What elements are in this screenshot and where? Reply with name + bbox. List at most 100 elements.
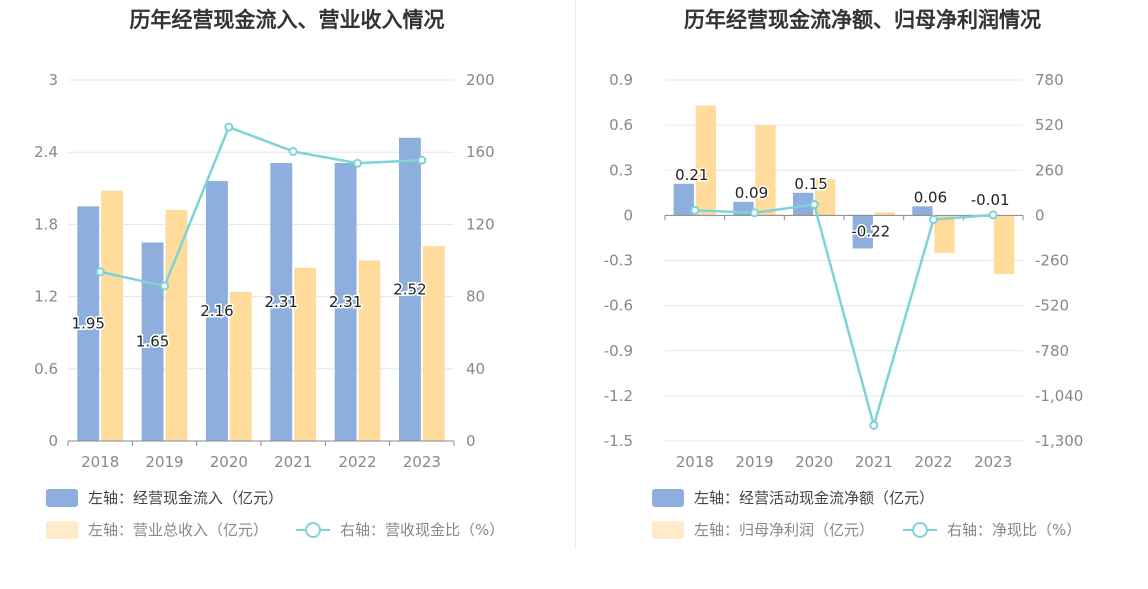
right-x-tick-label: 2021 <box>855 453 893 471</box>
left-y-right-tick-label: 0 <box>466 432 476 450</box>
left-x-tick-label: 2018 <box>81 453 119 471</box>
left-legend-bar1-swatch <box>46 488 78 507</box>
left-data-label: 1.65 <box>136 333 169 351</box>
left-y-left-tick-label: 1.8 <box>34 215 58 233</box>
left-bar-series1 <box>398 137 421 441</box>
left-line-point <box>353 158 362 168</box>
right-y-right-tick-label: -1,300 <box>1035 432 1083 450</box>
left-bar-series2 <box>294 267 317 441</box>
right-y-left-tick-label: 0.3 <box>609 161 633 179</box>
left-line-point <box>288 146 298 156</box>
left-x-tick-label: 2021 <box>274 453 312 471</box>
left-bar-series2 <box>422 246 445 441</box>
left-bar-series2 <box>101 190 124 441</box>
right-x-tick-label: 2023 <box>974 453 1012 471</box>
left-line-series <box>99 125 422 288</box>
right-y-left-tick-label: 0.9 <box>609 71 633 89</box>
right-data-label: 0.21 <box>675 166 708 184</box>
right-legend-bar2-swatch <box>652 520 684 539</box>
right-x-tick-label: 2018 <box>676 453 714 471</box>
right-data-label: -0.01 <box>971 191 1010 209</box>
left-y-right-tick-label: 80 <box>466 288 485 306</box>
left-y-right-tick-label: 160 <box>466 143 495 161</box>
right-bar-series2 <box>695 105 717 216</box>
right-y-right-tick-label: 520 <box>1035 116 1064 134</box>
right-legend-line-icon <box>903 521 937 539</box>
left-data-label: 2.52 <box>393 280 426 298</box>
left-y-left-tick-label: 0.6 <box>34 360 58 378</box>
right-y-right-tick-label: -260 <box>1035 252 1069 270</box>
right-bar-series2 <box>755 125 776 216</box>
left-y-left-tick-label: 3 <box>48 71 58 89</box>
left-legend-bar2-label: 左轴：营业总收入（亿元） <box>88 521 269 539</box>
right-line-point <box>750 208 759 218</box>
right-y-left-tick-label: 0.6 <box>609 116 633 134</box>
left-y-left-tick-label: 2.4 <box>34 143 58 161</box>
right-chart-plot: -1.5 -1,300 -1.2 -1,040 -0.9 -780 -0.6 -520 -0.3… <box>604 71 1084 471</box>
right-y-left-tick-label: -0.9 <box>604 342 633 360</box>
right-y-right-tick-label: -1,040 <box>1035 387 1083 405</box>
left-bar-series1 <box>141 242 164 441</box>
right-data-label: -0.22 <box>851 222 890 240</box>
right-bar-series1 <box>792 192 814 216</box>
right-line-point <box>869 420 879 430</box>
right-y-right-tick-label: 0 <box>1035 206 1045 224</box>
left-legend-line[interactable]: 右轴：营收现金比（%） <box>296 519 504 540</box>
right-chart-title: 历年经营现金流净额、归母净利润情况 <box>684 8 1041 32</box>
left-chart-title: 历年经营现金流入、营业收入情况 <box>129 8 445 32</box>
right-y-right-tick-label: 780 <box>1035 71 1064 89</box>
left-line-point <box>160 281 169 291</box>
right-bar-series1 <box>673 183 694 216</box>
right-line-point <box>988 210 998 220</box>
right-y-left-tick-label: -0.3 <box>604 252 633 270</box>
left-y-left-tick-label: 0 <box>48 432 58 450</box>
left-data-label: 2.31 <box>329 293 362 311</box>
left-data-label: 2.31 <box>265 293 298 311</box>
right-y-right-tick-label: -520 <box>1035 297 1069 315</box>
left-line-point <box>95 267 105 277</box>
left-y-left-tick-label: 1.2 <box>34 288 58 306</box>
right-legend-line-label: 右轴：净现比（%） <box>947 521 1082 539</box>
right-bar-series1 <box>912 206 933 216</box>
left-bar-series1 <box>334 163 357 441</box>
panel-divider <box>575 0 576 548</box>
right-line-series <box>694 203 994 431</box>
left-y-right-tick-label: 40 <box>466 360 485 378</box>
right-y-right-tick-label: 260 <box>1035 161 1064 179</box>
right-x-tick-label: 2022 <box>914 453 952 471</box>
right-bar-series2 <box>994 215 1015 275</box>
right-x-tick-label: 2019 <box>735 453 773 471</box>
left-line-point <box>224 122 234 132</box>
right-y-left-tick-label: -0.6 <box>604 297 633 315</box>
right-y-left-tick-label: -1.2 <box>604 387 633 405</box>
left-bar-series2 <box>229 291 252 441</box>
right-legend-line[interactable]: 右轴：净现比（%） <box>903 519 1081 540</box>
left-legend-bar2-swatch <box>46 520 78 539</box>
right-data-label: 0.09 <box>735 184 768 202</box>
left-bar-series1 <box>270 163 293 441</box>
left-bar-series2 <box>165 209 188 441</box>
right-chart-panel: 历年经营现金流净额、归母净利润情况 -1.5 -1,300 -1.2 -1,040 -0… <box>577 0 1148 560</box>
left-data-label: 1.95 <box>72 315 105 333</box>
left-chart-plot: 0 0 0.6 40 1.2 80 1.8 120 2.4 160 3 200 2018 2019 2020… <box>34 71 495 471</box>
left-line-point <box>417 155 427 165</box>
right-line-point <box>929 215 938 225</box>
left-legend-bar2[interactable]: 左轴：营业总收入（亿元） <box>46 519 268 540</box>
left-bar-series2 <box>358 260 381 441</box>
right-bar-series2 <box>815 179 836 216</box>
right-x-tick-label: 2020 <box>795 453 833 471</box>
left-x-tick-label: 2022 <box>338 453 376 471</box>
right-legend-bar2[interactable]: 左轴：归母净利润（亿元） <box>652 519 874 540</box>
left-y-right-tick-label: 120 <box>466 215 495 233</box>
right-legend-bar1[interactable]: 左轴：经营活动现金流净额（亿元） <box>652 487 934 508</box>
left-legend-line-label: 右轴：营收现金比（%） <box>340 521 505 539</box>
left-legend-bar1[interactable]: 左轴：经营现金流入（亿元） <box>46 487 283 508</box>
right-y-right-tick-label: -780 <box>1035 342 1069 360</box>
left-legend-bar1-label: 左轴：经营现金流入（亿元） <box>88 489 284 507</box>
left-y-right-tick-label: 200 <box>466 71 495 89</box>
right-y-left-tick-label: 0 <box>623 206 633 224</box>
right-data-label: 0.06 <box>914 188 947 206</box>
right-line-point <box>809 200 819 210</box>
right-legend-bar2-label: 左轴：归母净利润（亿元） <box>694 521 875 539</box>
right-bar-series2 <box>874 212 896 216</box>
